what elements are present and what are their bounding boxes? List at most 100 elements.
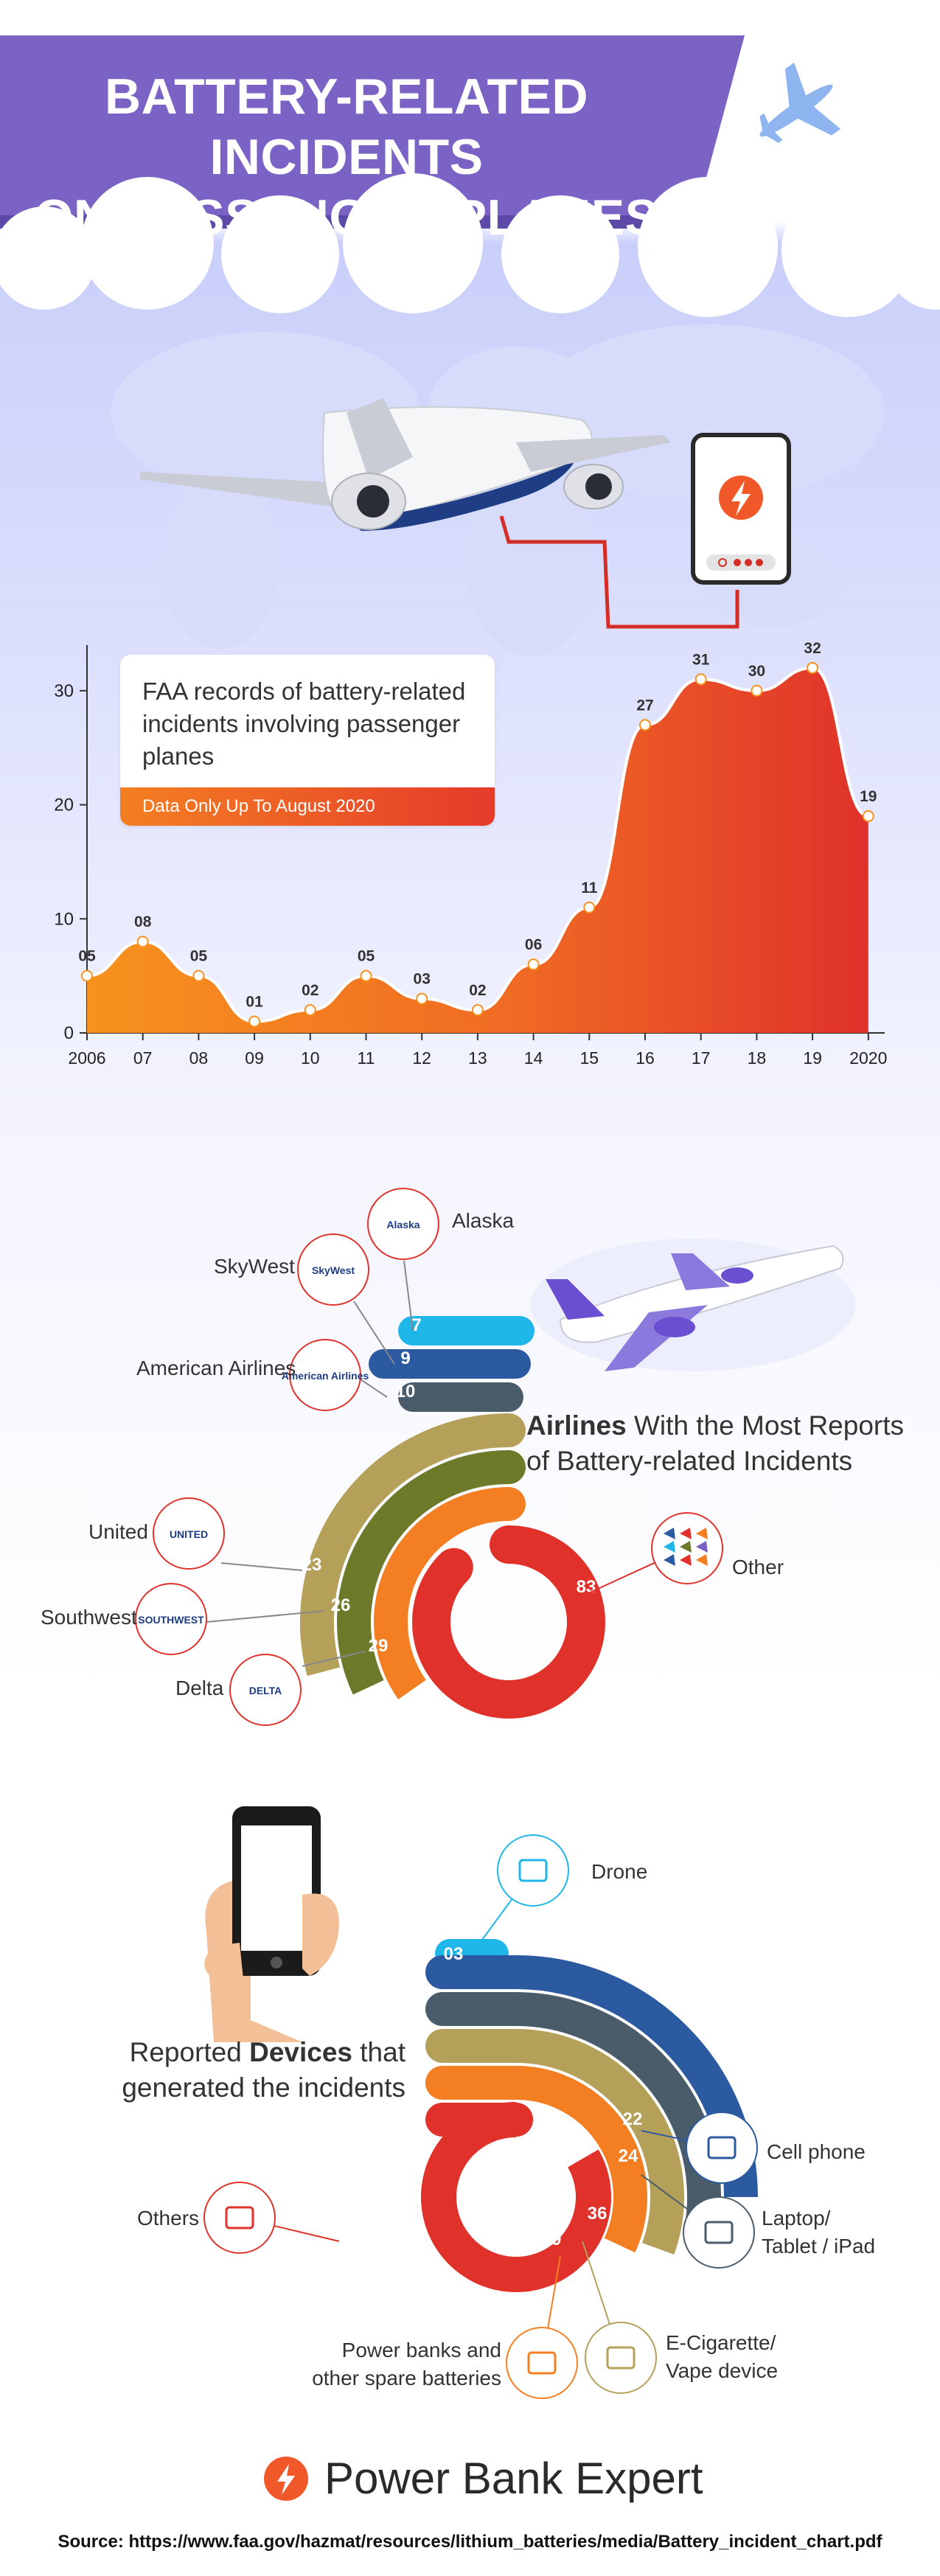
- title-line-1: BATTERY-RELATED INCIDENTS: [105, 69, 588, 185]
- logo-united-text: UNITED: [170, 1528, 208, 1540]
- label-laptop-line1: Laptop/: [762, 2207, 831, 2229]
- data-point: [192, 970, 205, 982]
- airlines-header-bold: Airlines: [526, 1410, 627, 1441]
- x-tick-label: 14: [524, 1048, 543, 1068]
- label-delta: Delta: [175, 1677, 224, 1699]
- power-bank-icon-glyph: [527, 2351, 557, 2375]
- leader-line-skywest: [353, 1301, 395, 1365]
- airline-tail-icon: [664, 1554, 675, 1566]
- data-point: [304, 1004, 316, 1017]
- airline-tail-icon: [664, 1541, 675, 1553]
- leader-line-delta: [302, 1651, 366, 1667]
- label-others: Others: [137, 2207, 200, 2229]
- airline-tail-icon: [680, 1554, 692, 1566]
- data-point: [694, 673, 707, 686]
- logo-skywest-icon: [297, 1233, 369, 1306]
- airline-value-label: 10: [396, 1382, 416, 1402]
- incidents-area-chart: 05 2006 08 07 05 08 01 09 02 10 05 11 03 12 02 13 06 14 11…: [54, 640, 887, 1068]
- data-point: [807, 661, 819, 674]
- y-tick-label: 10: [54, 909, 74, 929]
- logo-american-text: American Airlines: [282, 1370, 369, 1382]
- airline-band-united: [300, 1413, 509, 1677]
- label-power-line1: Power banks and: [341, 2339, 501, 2361]
- logo-united-icon: [153, 1497, 225, 1570]
- airline-tail-icon: [696, 1541, 708, 1553]
- x-tick-label: 18: [748, 1048, 767, 1068]
- data-label: 27: [636, 697, 653, 714]
- airline-band-other: [412, 1525, 605, 1719]
- data-point: [527, 958, 540, 971]
- logo-skywest-text: SkyWest: [312, 1264, 355, 1276]
- x-tick-label: 09: [245, 1048, 264, 1068]
- drone-icon: [497, 1834, 569, 1907]
- data-label: 03: [414, 971, 431, 988]
- leader-line-alaska: [403, 1260, 414, 1331]
- battery-icon: [203, 2182, 276, 2254]
- data-point: [583, 901, 596, 913]
- airlines-header-rest: With the Most Reports of Battery-related…: [526, 1410, 905, 1476]
- y-tick-label: 30: [54, 681, 74, 701]
- x-tick-label: 10: [301, 1048, 320, 1068]
- data-label: 05: [358, 948, 375, 965]
- x-tick-label: 08: [189, 1048, 209, 1068]
- data-label: 06: [525, 936, 542, 953]
- power-bank-icon: [691, 433, 791, 585]
- data-label: 02: [302, 982, 318, 999]
- airline-band-southwest-cap: [492, 1450, 526, 1484]
- label-power-line2: other spare batteries: [312, 2367, 501, 2389]
- airline-band-delta: [374, 1487, 509, 1699]
- x-tick-label: 17: [692, 1048, 711, 1068]
- data-label: 31: [692, 651, 710, 668]
- devices-header-post: that generated the incidents: [122, 2037, 405, 2103]
- label-united: United: [88, 1520, 148, 1543]
- label-american: American Airlines: [136, 1357, 296, 1379]
- airline-value-label: 83: [577, 1577, 596, 1597]
- device-band-power-banks: [515, 2066, 647, 2253]
- logo-alaska-text: Alaska: [386, 1219, 419, 1230]
- cloud-shape: [0, 173, 940, 317]
- devices-header: Reported Devices that generated the inci…: [111, 2035, 405, 2106]
- label-ecig-line2: Vape device: [666, 2359, 779, 2382]
- airline-value-label: 9: [400, 1348, 410, 1368]
- chart-title: FAA records of battery-related incidents…: [142, 678, 466, 770]
- logo-delta-icon: [229, 1654, 302, 1726]
- airline-tail-icon: [664, 1528, 675, 1539]
- data-label: 05: [78, 948, 96, 965]
- chart-note: Data Only Up To August 2020: [120, 787, 495, 826]
- power-bank-icon: [506, 2327, 578, 2399]
- x-tick-label: 11: [358, 1048, 375, 1068]
- airline-value-label: 7: [411, 1315, 421, 1335]
- airplane-illustration: [140, 398, 671, 531]
- data-point: [136, 936, 149, 948]
- devices-header-bold: Devices: [249, 2037, 352, 2067]
- leader-line-southwest: [206, 1610, 325, 1623]
- logo-alaska-icon: [367, 1188, 439, 1260]
- e-cigarette-icon-glyph: [606, 2346, 636, 2370]
- label-other: Other: [732, 1556, 784, 1578]
- airline-tail-icon: [680, 1528, 692, 1539]
- brand-name: Power Bank Expert: [324, 2454, 703, 2503]
- x-tick-label: 15: [580, 1048, 599, 1068]
- data-point: [862, 810, 874, 823]
- logo-southwest-icon: [135, 1583, 207, 1655]
- area-fill: [87, 667, 868, 1033]
- brand-logo-icon: [264, 2457, 308, 2501]
- laptop-icon: [683, 2196, 755, 2269]
- label-skywest: SkyWest: [214, 1255, 295, 1278]
- cell-phone-icon: [686, 2112, 758, 2184]
- devices-header-pre: Reported: [129, 2037, 250, 2067]
- data-label: 08: [134, 913, 152, 930]
- x-tick-label: 19: [803, 1048, 822, 1068]
- airline-value-label: 26: [331, 1595, 351, 1615]
- device-value-label: 22: [623, 2109, 643, 2129]
- label-alaska: Alaska: [452, 1209, 515, 1232]
- x-tick-label: 2020: [849, 1048, 887, 1068]
- airline-tail-icon: [696, 1554, 708, 1566]
- x-tick-label: 16: [636, 1048, 655, 1068]
- data-point: [248, 1015, 261, 1028]
- chart-info-box: FAA records of battery-related incidents…: [120, 655, 495, 826]
- device-value-label: 24: [619, 2146, 638, 2166]
- cell-phone-icon-glyph: [707, 2136, 737, 2159]
- data-label: 30: [748, 663, 765, 680]
